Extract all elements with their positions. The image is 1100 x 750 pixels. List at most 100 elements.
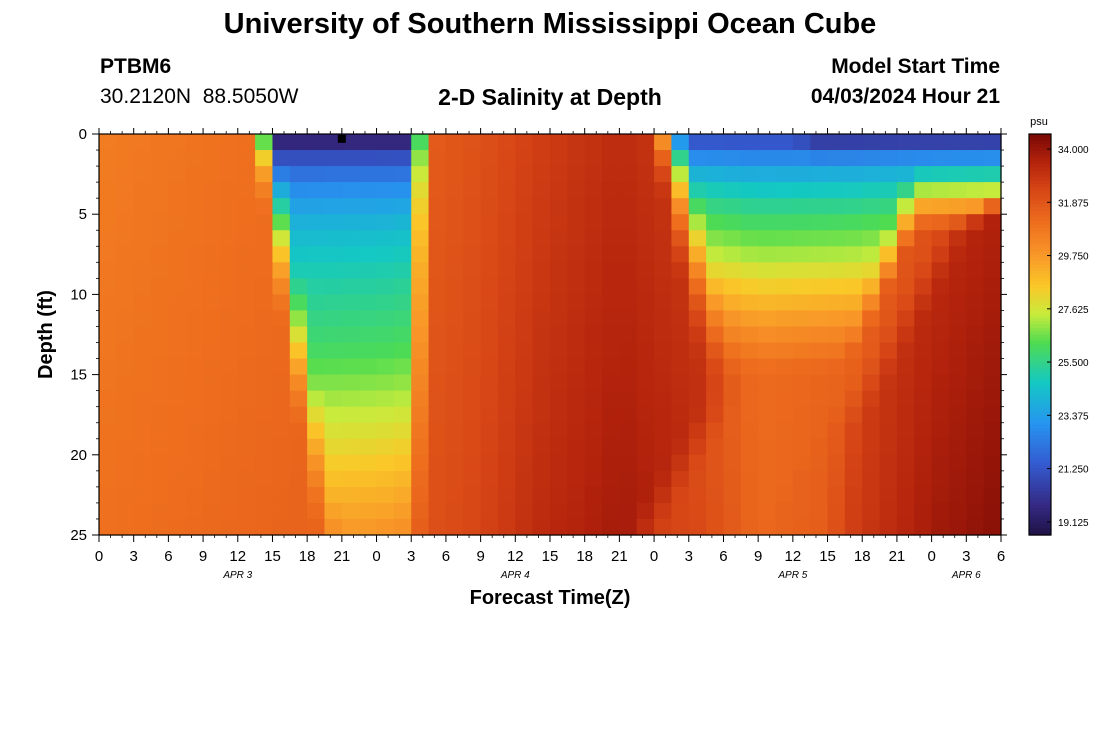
- heatmap-cell: [272, 198, 291, 215]
- heatmap-cell: [792, 246, 811, 263]
- heatmap-cell: [341, 374, 360, 392]
- heatmap-cell: [688, 438, 707, 456]
- heatmap-cell: [428, 326, 447, 344]
- heatmap-cell: [428, 438, 447, 456]
- heatmap-cell: [550, 422, 568, 440]
- heatmap-cell: [255, 502, 274, 520]
- heatmap-cell: [185, 278, 204, 295]
- colorbar-segment: [1029, 327, 1051, 332]
- heatmap-cell: [151, 310, 169, 328]
- heatmap-cell: [827, 150, 846, 167]
- heatmap-cell: [480, 150, 499, 167]
- heatmap-cell: [758, 326, 777, 344]
- heatmap-cell: [636, 214, 655, 231]
- heatmap-cell: [307, 502, 326, 520]
- heatmap-cell: [654, 518, 673, 536]
- colorbar-segment: [1029, 271, 1051, 275]
- heatmap-cell: [775, 486, 794, 504]
- colorbar-segment: [1029, 451, 1051, 456]
- heatmap-cell: [602, 326, 620, 344]
- heatmap-cell: [550, 198, 568, 215]
- heatmap-cell: [550, 230, 568, 247]
- heatmap-cell: [723, 262, 742, 279]
- heatmap-cell: [844, 278, 863, 295]
- heatmap-cell: [480, 182, 499, 199]
- heatmap-cell: [359, 230, 378, 247]
- heatmap-cell: [983, 182, 1002, 199]
- heatmap-cell: [602, 422, 620, 440]
- heatmap-cell: [844, 502, 863, 520]
- heatmap-cell: [168, 294, 187, 312]
- heatmap-cell: [983, 262, 1002, 279]
- heatmap-cell: [411, 294, 430, 312]
- heatmap-cell: [619, 454, 638, 472]
- colorbar-tick-label: 31.875: [1058, 198, 1089, 209]
- heatmap-cell: [497, 182, 516, 199]
- heatmap-cell: [411, 246, 430, 263]
- heatmap-cell: [168, 262, 187, 279]
- heatmap-cell: [411, 358, 430, 376]
- heatmap-cell: [532, 438, 551, 456]
- heatmap-cell: [185, 390, 204, 408]
- heatmap-cell: [914, 262, 933, 279]
- heatmap-cell: [879, 502, 898, 520]
- colorbar-segment: [1029, 394, 1051, 399]
- heatmap-cell: [740, 294, 759, 312]
- heatmap-cell: [584, 214, 603, 231]
- heatmap-cell: [151, 342, 169, 360]
- heatmap-cell: [359, 358, 378, 376]
- heatmap-cell: [99, 438, 117, 456]
- heatmap-cell: [844, 454, 863, 472]
- heatmap-cell: [723, 310, 742, 328]
- heatmap-cell: [636, 278, 655, 295]
- heatmap-cell: [688, 182, 707, 199]
- heatmap-cell: [445, 486, 464, 504]
- heatmap-cell: [307, 182, 326, 199]
- heatmap-cell: [654, 214, 673, 231]
- heatmap-cell: [896, 150, 915, 167]
- heatmap-cell: [497, 246, 516, 263]
- heatmap-cell: [376, 486, 395, 504]
- heatmap-cell: [740, 230, 759, 247]
- heatmap-cell: [706, 486, 725, 504]
- x-tick-label: 3: [130, 548, 138, 565]
- heatmap-cell: [393, 198, 412, 215]
- heatmap-cell: [341, 390, 360, 408]
- heatmap-cell: [203, 262, 222, 279]
- heatmap-cell: [220, 198, 239, 215]
- heatmap-cell: [758, 214, 777, 231]
- heatmap-cell: [203, 310, 222, 328]
- heatmap-cell: [151, 358, 169, 376]
- heatmap-cell: [376, 502, 395, 520]
- x-tick-label: 18: [299, 548, 316, 565]
- heatmap-cell: [671, 390, 690, 408]
- heatmap-cell: [116, 486, 135, 504]
- heatmap-cell: [966, 470, 985, 488]
- heatmap-cell: [602, 166, 620, 183]
- heatmap-cell: [376, 246, 395, 263]
- heatmap-cell: [411, 502, 430, 520]
- heatmap-cell: [532, 246, 551, 263]
- heatmap-cell: [133, 342, 152, 360]
- heatmap-cell: [220, 166, 239, 183]
- heatmap-cell: [99, 214, 117, 231]
- heatmap-cell: [220, 374, 239, 392]
- heatmap-cell: [324, 246, 343, 263]
- heatmap-cell: [983, 406, 1002, 424]
- heatmap-cell: [463, 246, 482, 263]
- heatmap-cell: [723, 374, 742, 392]
- heatmap-cell: [550, 374, 568, 392]
- heatmap-cell: [480, 406, 499, 424]
- x-tick-label: 15: [264, 548, 281, 565]
- heatmap-cell: [654, 166, 673, 183]
- heatmap-cell: [272, 278, 291, 295]
- heatmap-cell: [862, 406, 881, 424]
- heatmap-cell: [636, 134, 655, 151]
- heatmap-cell: [654, 310, 673, 328]
- heatmap-cell: [359, 486, 378, 504]
- heatmap-cell: [810, 438, 829, 456]
- heatmap-cell: [133, 230, 152, 247]
- heatmap-cell: [966, 454, 985, 472]
- heatmap-cell: [185, 230, 204, 247]
- heatmap-cell: [532, 326, 551, 344]
